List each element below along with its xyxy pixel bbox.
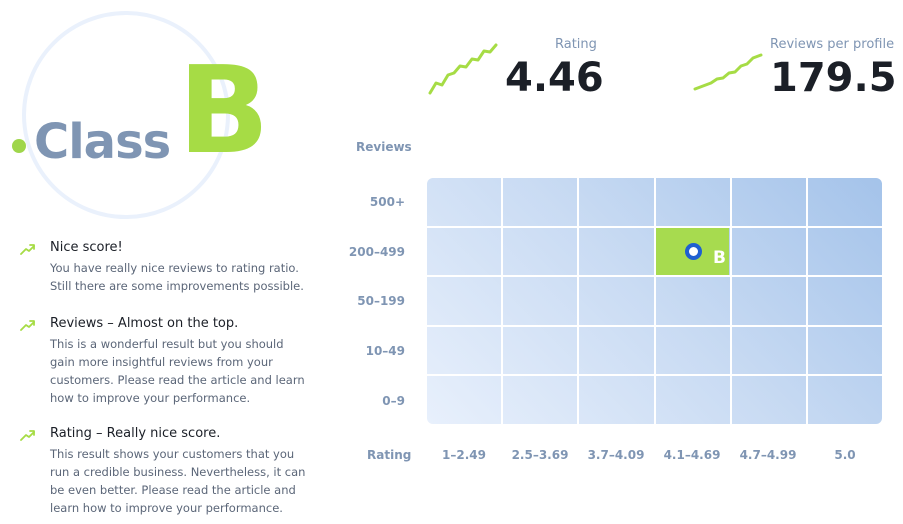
- reviews-sparkline-icon: [693, 53, 763, 91]
- matrix-row-label: 200–499: [348, 245, 405, 259]
- grid-divider: [427, 275, 882, 277]
- position-marker-icon: [685, 243, 702, 260]
- grid-divider: [427, 325, 882, 327]
- matrix-col-label: 3.7–4.09: [587, 448, 645, 462]
- matrix-col-label: 1–2.49: [442, 448, 486, 462]
- grid-divider: [427, 226, 882, 228]
- rating-reviews-matrix: B: [427, 178, 882, 424]
- matrix-col-label: 4.1–4.69: [663, 448, 721, 462]
- grid-divider: [427, 374, 882, 376]
- grid-divider: [577, 178, 579, 424]
- active-cell-grade: B: [713, 248, 726, 268]
- rating-label: Rating: [555, 37, 597, 52]
- feedback-title: Nice score!: [50, 240, 123, 255]
- trend-up-icon: [20, 244, 35, 255]
- reviews-per-profile-value: 179.5: [770, 55, 897, 101]
- rating-sparkline-icon: [428, 43, 498, 95]
- feedback-title: Rating – Really nice score.: [50, 426, 221, 441]
- class-badge-ring: [22, 11, 230, 219]
- matrix-x-axis-title: Rating: [367, 448, 412, 462]
- matrix-row-label: 500+: [369, 195, 405, 209]
- matrix-row-label: 0–9: [382, 394, 405, 408]
- class-grade: B: [178, 42, 270, 181]
- feedback-text: This is a wonderful result but you shoul…: [50, 337, 305, 405]
- matrix-col-label: 4.7–4.99: [739, 448, 797, 462]
- matrix-y-axis-title: Reviews: [356, 140, 412, 154]
- grid-divider: [501, 178, 503, 424]
- rating-value: 4.46: [505, 55, 604, 101]
- matrix-row-label: 10–49: [365, 344, 405, 358]
- grid-divider: [806, 178, 808, 424]
- feedback-text: You have really nice reviews to rating r…: [50, 261, 304, 293]
- grid-divider: [730, 178, 732, 424]
- grid-divider: [654, 178, 656, 424]
- feedback-text: This result shows your customers that yo…: [50, 447, 306, 515]
- matrix-col-label: 2.5–3.69: [511, 448, 569, 462]
- feedback-title: Reviews – Almost on the top.: [50, 316, 239, 331]
- class-label: Class: [34, 114, 171, 170]
- matrix-active-cell: B: [656, 228, 729, 275]
- matrix-row-label: 50–199: [357, 294, 405, 308]
- reviews-per-profile-label: Reviews per profile: [770, 37, 895, 52]
- class-badge-dot: [12, 139, 26, 153]
- trend-up-icon: [20, 430, 35, 441]
- matrix-col-label: 5.0: [834, 448, 856, 462]
- trend-up-icon: [20, 320, 35, 331]
